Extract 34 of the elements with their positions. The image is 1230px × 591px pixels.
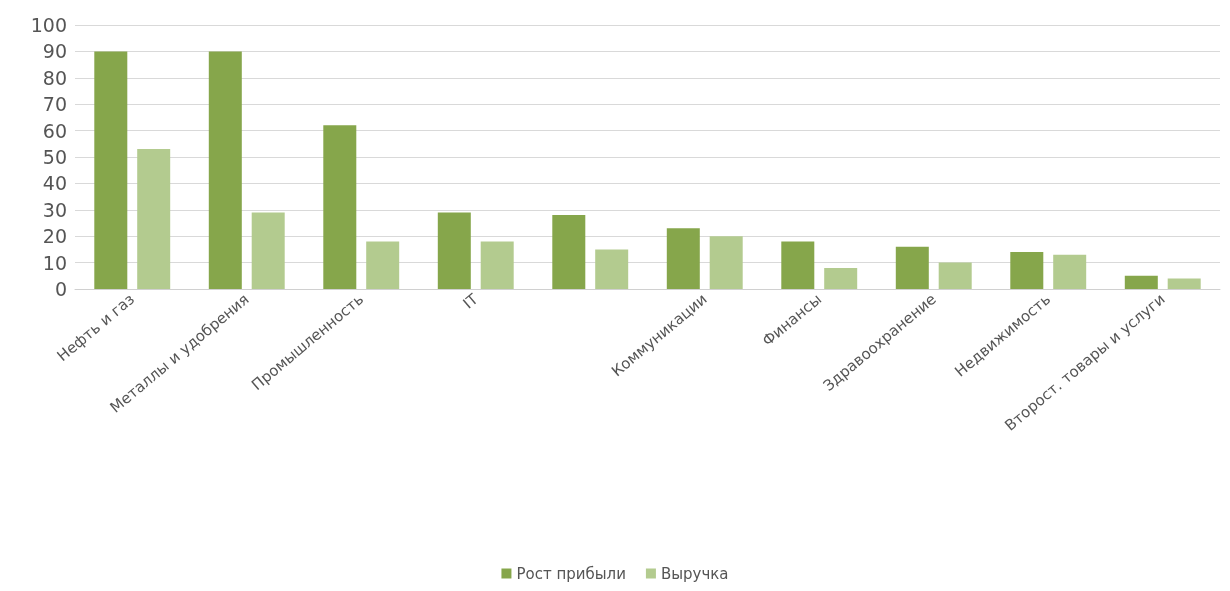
bar bbox=[137, 149, 171, 289]
bar bbox=[1167, 278, 1201, 289]
y-tick-label: 80 bbox=[42, 66, 67, 89]
y-tick-label: 40 bbox=[42, 172, 67, 195]
y-tick-label: 70 bbox=[42, 93, 67, 116]
x-tick-label: IT bbox=[459, 289, 483, 313]
bar bbox=[1010, 252, 1044, 289]
y-tick-label: 10 bbox=[42, 251, 67, 274]
y-tick-label: 50 bbox=[42, 146, 67, 168]
bar bbox=[709, 236, 743, 289]
y-tick-label: 20 bbox=[42, 225, 67, 248]
bar bbox=[781, 241, 815, 289]
bar bbox=[1124, 275, 1158, 289]
y-tick-label: 100 bbox=[30, 14, 67, 36]
bar bbox=[1053, 254, 1087, 289]
y-tick-label: 0 bbox=[54, 278, 67, 300]
legend-label: Выручка bbox=[660, 564, 729, 583]
bar bbox=[437, 212, 471, 289]
y-tick-label: 60 bbox=[42, 119, 67, 142]
bar bbox=[938, 262, 972, 289]
bar bbox=[824, 267, 858, 289]
bar bbox=[94, 51, 128, 289]
bar bbox=[666, 228, 700, 289]
bar bbox=[366, 241, 400, 289]
bar bbox=[895, 246, 929, 289]
bar bbox=[595, 249, 629, 289]
bar bbox=[208, 51, 242, 289]
bar bbox=[552, 215, 586, 289]
y-tick-label: 30 bbox=[42, 198, 67, 221]
legend-label: Рост прибыли bbox=[516, 564, 626, 583]
bar bbox=[251, 212, 285, 289]
bar bbox=[323, 125, 357, 289]
y-tick-label: 90 bbox=[42, 40, 67, 63]
bar bbox=[480, 241, 514, 289]
